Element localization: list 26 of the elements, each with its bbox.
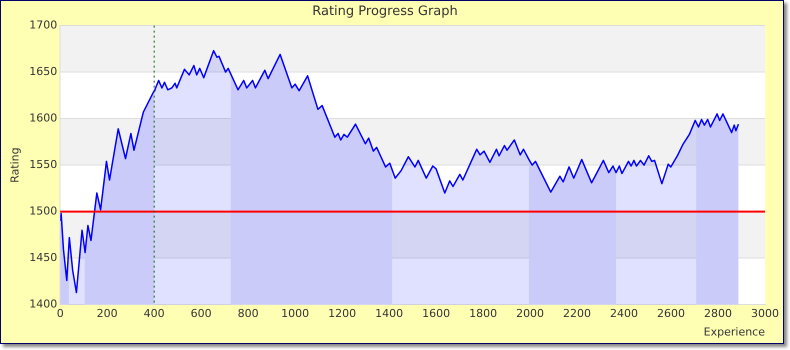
x-tick-label: 2600 xyxy=(657,307,686,320)
x-tick-label: 400 xyxy=(144,307,165,320)
x-tick-label: 1600 xyxy=(422,307,450,320)
x-tick-label: 800 xyxy=(238,307,259,320)
x-tick-label: 200 xyxy=(96,307,118,320)
x-tick-label: 0 xyxy=(56,307,64,320)
x-tick-label: 1200 xyxy=(328,307,356,320)
y-axis-title: Rating xyxy=(8,147,22,183)
x-tick-label: 2000 xyxy=(516,307,544,320)
y-tick-label: 1700 xyxy=(29,18,58,32)
x-tick-label: 1800 xyxy=(469,307,498,320)
x-tick-label: 1400 xyxy=(375,307,404,320)
y-tick-label: 1500 xyxy=(29,204,58,218)
y-tick-label: 1400 xyxy=(29,297,58,310)
y-tick-label: 1550 xyxy=(29,158,58,171)
x-axis-title: Experience xyxy=(704,325,766,338)
x-tick-label: 600 xyxy=(190,307,212,320)
x-tick-label: 1000 xyxy=(281,307,310,320)
x-tick-label: 2400 xyxy=(610,307,638,320)
y-tick-label: 1600 xyxy=(29,111,58,124)
x-tick-label: 3000 xyxy=(751,307,779,320)
x-tick-label: 2800 xyxy=(704,307,732,320)
x-tick-label: 2200 xyxy=(563,307,592,320)
y-tick-label: 1450 xyxy=(29,250,58,264)
chart-title: Rating Progress Graph xyxy=(312,4,458,20)
y-tick-label: 1650 xyxy=(29,64,58,78)
